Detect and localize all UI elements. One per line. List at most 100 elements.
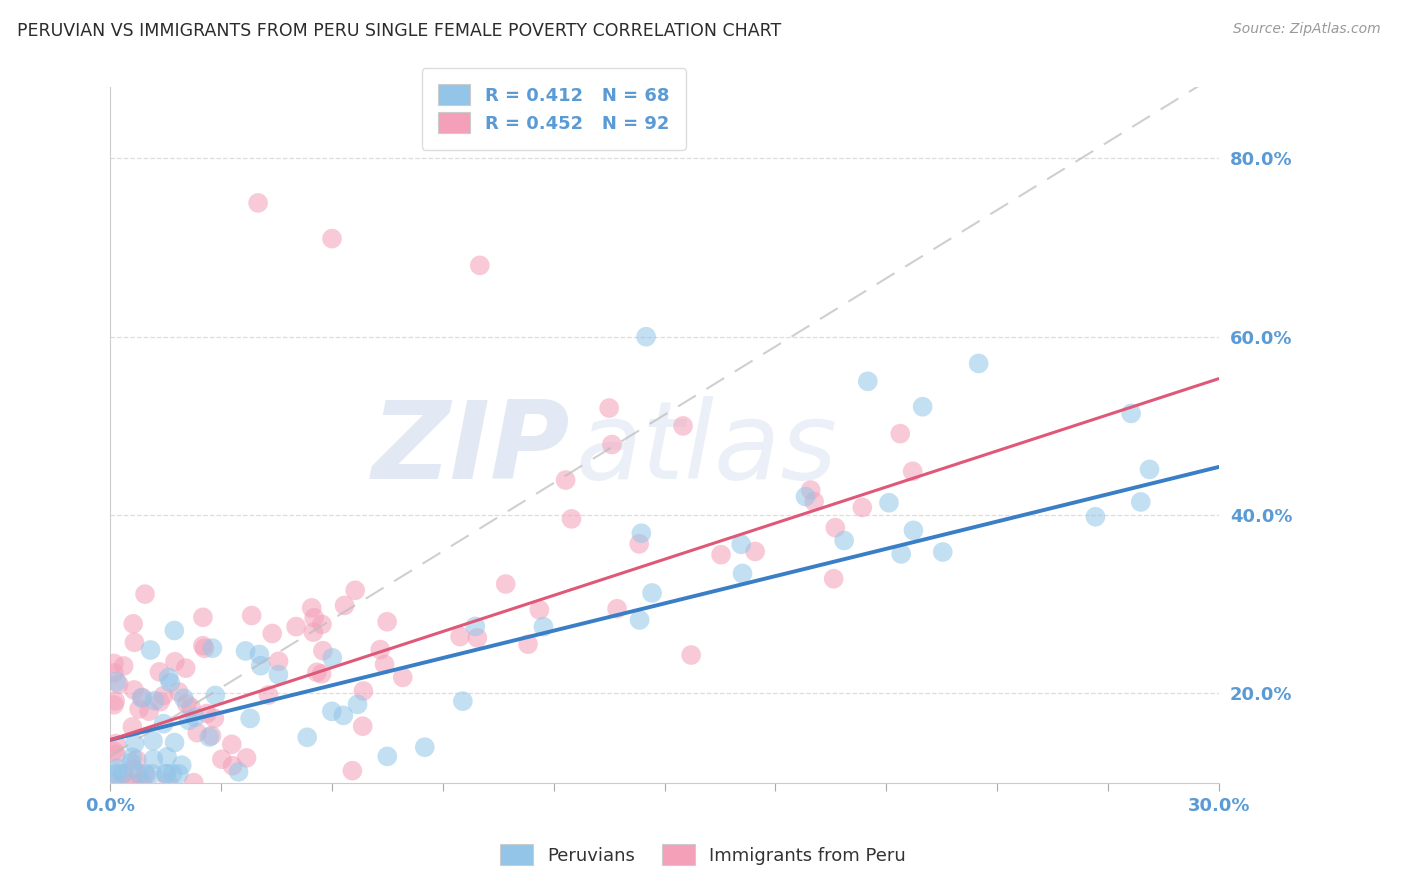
Point bbox=[1129, 495, 1152, 509]
Point bbox=[107, 761, 129, 775]
Point bbox=[889, 426, 911, 441]
Point bbox=[267, 654, 290, 668]
Point bbox=[681, 648, 703, 662]
Point bbox=[107, 677, 129, 691]
Point bbox=[249, 658, 271, 673]
Point bbox=[104, 737, 127, 751]
Point bbox=[104, 694, 127, 708]
Point bbox=[967, 356, 990, 370]
Point bbox=[121, 720, 143, 734]
Point bbox=[794, 490, 817, 504]
Point bbox=[262, 626, 284, 640]
Point bbox=[832, 533, 855, 548]
Point bbox=[201, 641, 224, 656]
Point bbox=[177, 714, 200, 728]
Point bbox=[890, 547, 912, 561]
Point bbox=[112, 766, 135, 780]
Point bbox=[156, 750, 179, 764]
Point bbox=[128, 702, 150, 716]
Point bbox=[352, 684, 374, 698]
Point bbox=[606, 601, 628, 615]
Point bbox=[131, 691, 153, 706]
Point bbox=[191, 639, 214, 653]
Point bbox=[122, 775, 145, 789]
Point bbox=[368, 642, 391, 657]
Point bbox=[221, 737, 243, 751]
Point bbox=[1084, 509, 1107, 524]
Point bbox=[139, 643, 162, 657]
Point bbox=[823, 572, 845, 586]
Point bbox=[375, 615, 398, 629]
Point bbox=[1139, 462, 1161, 476]
Point bbox=[211, 752, 233, 766]
Text: PERUVIAN VS IMMIGRANTS FROM PERU SINGLE FEMALE POVERTY CORRELATION CHART: PERUVIAN VS IMMIGRANTS FROM PERU SINGLE … bbox=[17, 22, 782, 40]
Point bbox=[152, 716, 174, 731]
Point bbox=[903, 524, 925, 538]
Point bbox=[628, 537, 651, 551]
Point bbox=[311, 666, 333, 681]
Point bbox=[167, 685, 190, 699]
Point bbox=[600, 437, 623, 451]
Point bbox=[173, 691, 195, 706]
Point bbox=[120, 775, 142, 789]
Point bbox=[375, 749, 398, 764]
Point bbox=[134, 587, 156, 601]
Point bbox=[302, 625, 325, 640]
Point bbox=[155, 766, 177, 780]
Point bbox=[628, 613, 651, 627]
Point bbox=[1121, 406, 1143, 420]
Point bbox=[163, 655, 186, 669]
Point bbox=[342, 764, 364, 778]
Point bbox=[103, 665, 125, 680]
Point bbox=[162, 766, 184, 780]
Point bbox=[321, 704, 343, 718]
Point bbox=[803, 494, 825, 508]
Point bbox=[235, 751, 257, 765]
Point bbox=[321, 650, 343, 665]
Point bbox=[800, 483, 823, 497]
Point bbox=[131, 775, 153, 789]
Point bbox=[598, 401, 620, 415]
Point bbox=[560, 512, 582, 526]
Point bbox=[295, 731, 318, 745]
Text: Source: ZipAtlas.com: Source: ZipAtlas.com bbox=[1233, 22, 1381, 37]
Point bbox=[103, 744, 125, 758]
Point bbox=[176, 697, 198, 711]
Point bbox=[142, 752, 165, 766]
Point bbox=[911, 400, 934, 414]
Point bbox=[391, 670, 413, 684]
Point bbox=[221, 758, 243, 772]
Point bbox=[149, 695, 172, 709]
Point bbox=[301, 600, 323, 615]
Point bbox=[467, 631, 489, 645]
Point bbox=[112, 659, 135, 673]
Point bbox=[131, 690, 153, 705]
Point bbox=[672, 418, 695, 433]
Point bbox=[554, 473, 576, 487]
Point bbox=[311, 617, 333, 632]
Point bbox=[155, 766, 177, 780]
Point bbox=[901, 464, 924, 478]
Point bbox=[413, 740, 436, 755]
Point bbox=[346, 698, 368, 712]
Point bbox=[352, 719, 374, 733]
Point bbox=[449, 630, 471, 644]
Point bbox=[464, 619, 486, 633]
Point bbox=[239, 711, 262, 725]
Point bbox=[529, 603, 551, 617]
Point bbox=[122, 762, 145, 776]
Point bbox=[302, 611, 325, 625]
Point bbox=[124, 635, 146, 649]
Point bbox=[180, 700, 202, 714]
Point bbox=[138, 704, 160, 718]
Point bbox=[240, 608, 263, 623]
Point bbox=[824, 521, 846, 535]
Point bbox=[267, 667, 290, 681]
Point bbox=[184, 710, 207, 724]
Point bbox=[163, 735, 186, 749]
Point bbox=[134, 766, 156, 780]
Point bbox=[193, 641, 215, 656]
Point bbox=[142, 733, 165, 747]
Point bbox=[451, 694, 474, 708]
Point bbox=[125, 753, 148, 767]
